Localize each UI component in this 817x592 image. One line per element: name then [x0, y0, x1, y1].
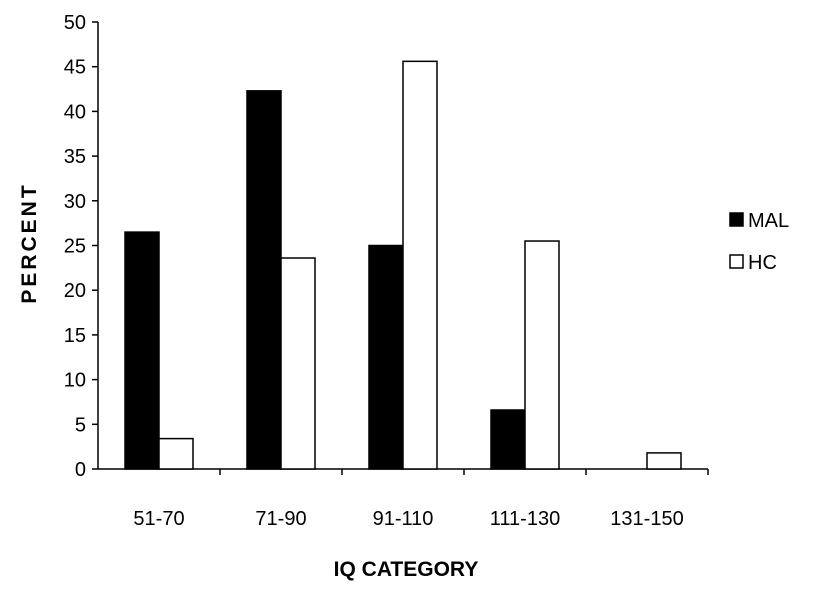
x-axis-title: IQ CATEGORY — [334, 558, 479, 581]
y-tick-label: 20 — [64, 280, 86, 302]
y-tick-label: 50 — [64, 12, 86, 34]
legend-label-mal: MAL — [748, 210, 789, 232]
y-tick-label: 0 — [75, 459, 86, 481]
x-tick-label: 131-150 — [610, 508, 683, 530]
x-tick-label: 51-70 — [133, 508, 184, 530]
bar-hc-111-130 — [524, 240, 560, 470]
bar-mal-71-90 — [246, 90, 282, 470]
legend-swatch-mal — [729, 212, 744, 227]
legend: MAL HC — [729, 210, 789, 274]
y-tick-label: 5 — [75, 414, 86, 436]
y-tick-label: 35 — [64, 146, 86, 168]
bar-hc-71-90 — [280, 257, 316, 470]
y-tick-label: 30 — [64, 191, 86, 213]
y-tick-label: 15 — [64, 325, 86, 347]
y-tick-label: 10 — [64, 370, 86, 392]
x-tick-label: 111-130 — [490, 508, 560, 530]
x-tick-label: 91-110 — [373, 508, 434, 530]
bar-mal-91-110 — [368, 244, 404, 470]
legend-label-hc: HC — [748, 252, 777, 274]
x-tick-label: 71-90 — [255, 508, 306, 530]
bar-hc-91-110 — [402, 60, 438, 470]
bar-mal-111-130 — [490, 409, 526, 470]
y-tick-label: 25 — [64, 236, 86, 258]
y-tick-label: 45 — [64, 57, 86, 79]
legend-swatch-hc — [729, 254, 744, 269]
bar-mal-51-70 — [124, 231, 160, 470]
bar-hc-51-70 — [158, 437, 194, 470]
y-tick-label: 40 — [64, 101, 86, 123]
bar-hc-131-150 — [646, 452, 682, 470]
y-axis-title: PERCENT — [18, 182, 41, 303]
